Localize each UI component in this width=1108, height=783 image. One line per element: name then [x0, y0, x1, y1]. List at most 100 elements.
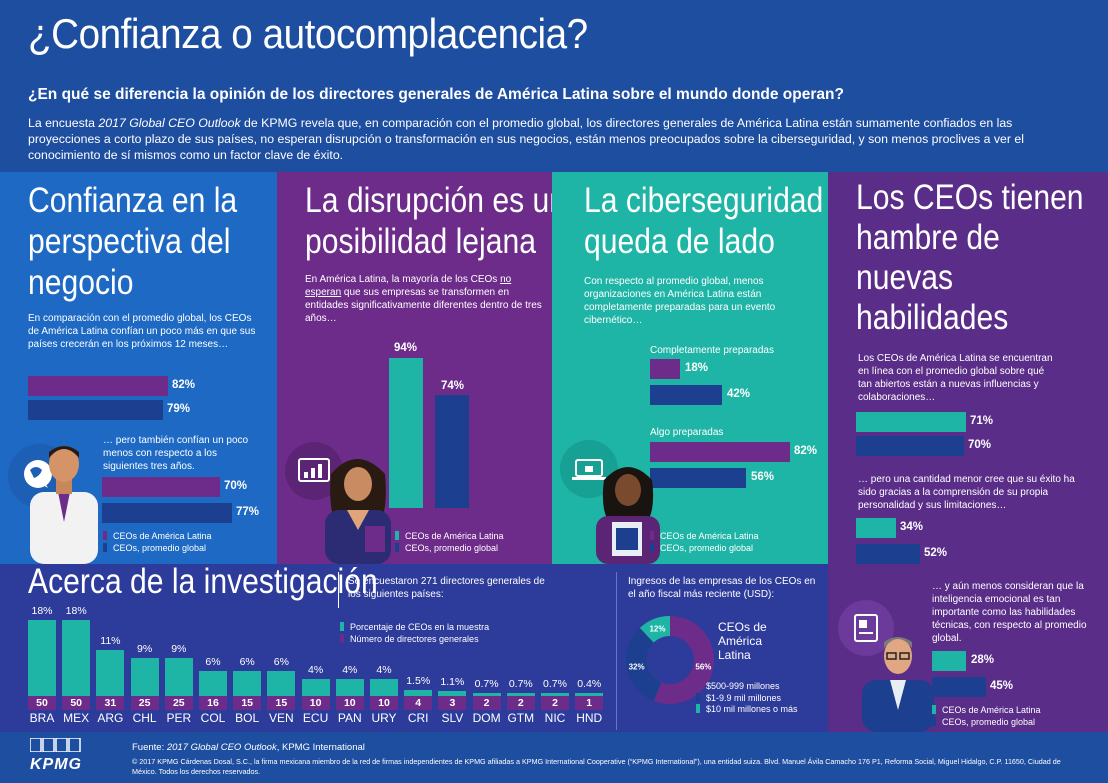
legal-text: © 2017 KPMG Cárdenas Dosal, S.C., la fir… — [132, 757, 1061, 776]
panel3-value-global-full: 42% — [727, 388, 751, 400]
country-code-ury: URY — [371, 711, 397, 725]
kpmg-logo-mark — [29, 737, 81, 753]
country-code-pan: PAN — [337, 711, 362, 725]
country-pct-bra: 18% — [31, 605, 53, 617]
country-bar-gtm — [506, 693, 535, 696]
panel1-value-latam-3y: 70% — [224, 480, 248, 492]
panel2-value-latam: 94% — [394, 342, 418, 354]
country-count-ven: 15 — [267, 696, 296, 710]
panel1-text1: En comparación con el promedio global, l… — [28, 313, 256, 350]
revenue-title: Ingresos de las empresas de los CEOs en … — [628, 576, 816, 600]
country-bar-col — [199, 670, 227, 696]
panel4-bar-global-ei — [932, 677, 986, 697]
country-code-bra: BRA — [29, 711, 55, 725]
panel4-bar-latam-ei — [932, 651, 966, 671]
country-pct-chl: 9% — [137, 643, 153, 655]
research-divider — [338, 572, 339, 608]
ceo-man-glasses-illustration — [862, 637, 934, 732]
ceo-woman-tablet-illustration — [596, 467, 660, 564]
country-pct-col: 6% — [205, 655, 221, 668]
panel4-bar-global-open — [856, 436, 964, 456]
country-code-cri: CRI — [407, 711, 429, 725]
panel3-bar-latam-some — [650, 442, 790, 462]
country-count-chl: 25 — [130, 696, 159, 710]
panel1-title: Confianza en la perspectiva del negocio — [28, 181, 238, 302]
panel3-value-global-some: 56% — [751, 471, 775, 483]
research-section: Acerca de la investigación Se encuestaro… — [0, 562, 828, 732]
panel1-legend: CEOs de América Latina CEOs, promedio gl… — [103, 530, 212, 554]
country-count-gtm: 2 — [506, 696, 535, 710]
panel-disruption: La disrupción es una posibilidad lejana E… — [277, 172, 583, 564]
panel4-value-latam-ei: 28% — [971, 654, 995, 666]
panel3-value-latam-full: 18% — [685, 362, 709, 374]
kpmg-logo: KPMG — [29, 737, 82, 774]
panel1-bar-latam-3y — [102, 477, 220, 497]
donut-slice-2 — [639, 616, 670, 643]
ceo-woman-illustration — [325, 459, 391, 564]
panel1-text2: … pero también confían un poco menos con… — [103, 435, 249, 472]
research-legend: Porcentaje de CEOs en la muestra Número … — [340, 621, 489, 645]
panel1-bar-latam-12m — [28, 376, 168, 396]
country-bar-arg — [96, 649, 125, 696]
country-count-bra: 50 — [28, 696, 56, 710]
country-code-gtm: GTM — [507, 711, 535, 725]
country-pct-arg: 11% — [100, 634, 121, 647]
panel-business-confidence: Confianza en la perspectiva del negocio En… — [0, 172, 277, 564]
country-pct-per: 9% — [171, 643, 187, 655]
country-pct-ven: 6% — [273, 655, 289, 668]
ceo-man-illustration — [30, 446, 98, 564]
panel3-value-latam-some: 82% — [794, 445, 818, 457]
country-pct-nic: 0.7% — [543, 678, 567, 690]
country-count-dom: 2 — [472, 696, 501, 710]
country-code-chl: CHL — [132, 711, 157, 725]
country-bar-ven — [267, 670, 296, 696]
panel4-title: Los CEOs tienen hambre de nuevas habilidade… — [856, 178, 1084, 337]
research-text: Se encuestaron 271 directores generales … — [348, 576, 545, 600]
country-bar-bra — [28, 620, 56, 696]
panel3-text: Con respecto al promedio global, menos o… — [584, 276, 776, 326]
country-code-per: PER — [166, 711, 192, 725]
panel4-text1: Los CEOs de América Latina se encuentran… — [858, 353, 1053, 403]
country-count-pan: 10 — [335, 696, 364, 710]
country-bar-ecu — [301, 679, 330, 696]
country-code-ecu: ECU — [302, 711, 329, 725]
panel3-title: La ciberseguridad queda de lado — [584, 181, 824, 261]
country-bar-slv — [438, 691, 467, 696]
country-pct-pan: 4% — [342, 664, 358, 677]
panel1-bar-global-12m — [28, 400, 163, 420]
panel-cybersecurity: La ciberseguridad queda de lado Con respe… — [552, 172, 828, 564]
country-bar-ury — [370, 679, 398, 696]
panel4-bar-latam-open — [856, 412, 966, 432]
country-count-hnd: 1 — [575, 696, 604, 710]
country-bar-chl — [130, 658, 159, 696]
country-pct-ury: 4% — [376, 664, 392, 677]
donut-slice-1 — [626, 627, 662, 701]
country-pct-mex: 18% — [65, 605, 87, 617]
panel4-bar-latam-self — [856, 518, 896, 538]
country-code-slv: SLV — [441, 711, 464, 725]
country-count-ury: 10 — [370, 696, 398, 710]
panel4-text2: … pero una cantidad menor cree que su éx… — [858, 474, 1075, 511]
country-count-col: 16 — [199, 696, 227, 710]
country-count-per: 25 — [164, 696, 193, 710]
country-code-ven: VEN — [269, 711, 294, 725]
panel-new-skills: Los CEOs tienen hambre de nuevas habilidade… — [828, 172, 1108, 732]
panel2-value-global: 74% — [441, 380, 465, 392]
panel2-text: En América Latina, la mayoría de los CEO… — [305, 274, 542, 324]
panel1-value-global-3y: 77% — [236, 506, 260, 518]
panel3-bar-global-some — [650, 468, 746, 488]
country-bar-nic — [541, 693, 569, 696]
panel2-legend: CEOs de América Latina CEOs, promedio gl… — [395, 530, 504, 554]
country-bar-hnd — [575, 693, 604, 696]
country-code-col: COL — [200, 711, 226, 725]
country-bar-cri — [404, 689, 433, 696]
country-count-bol: 15 — [233, 696, 262, 710]
country-chart: 18% 50 BRA 18% 50 MEX 11% 31 ARG 9% 25 CHL 9% 25 PER 6%… — [0, 564, 604, 732]
intro-text: La encuesta 2017 Global CEO Outlook de K… — [28, 116, 1024, 162]
research-title: Acerca de la investigación — [28, 562, 378, 601]
panel2-title: La disrupción es una posibilidad lejana — [305, 181, 583, 261]
country-pct-slv: 1.1% — [440, 676, 465, 689]
country-pct-bol: 6% — [239, 655, 255, 668]
panel3-bar-latam-full — [650, 359, 680, 379]
panel4-value-latam-open: 71% — [970, 415, 994, 427]
